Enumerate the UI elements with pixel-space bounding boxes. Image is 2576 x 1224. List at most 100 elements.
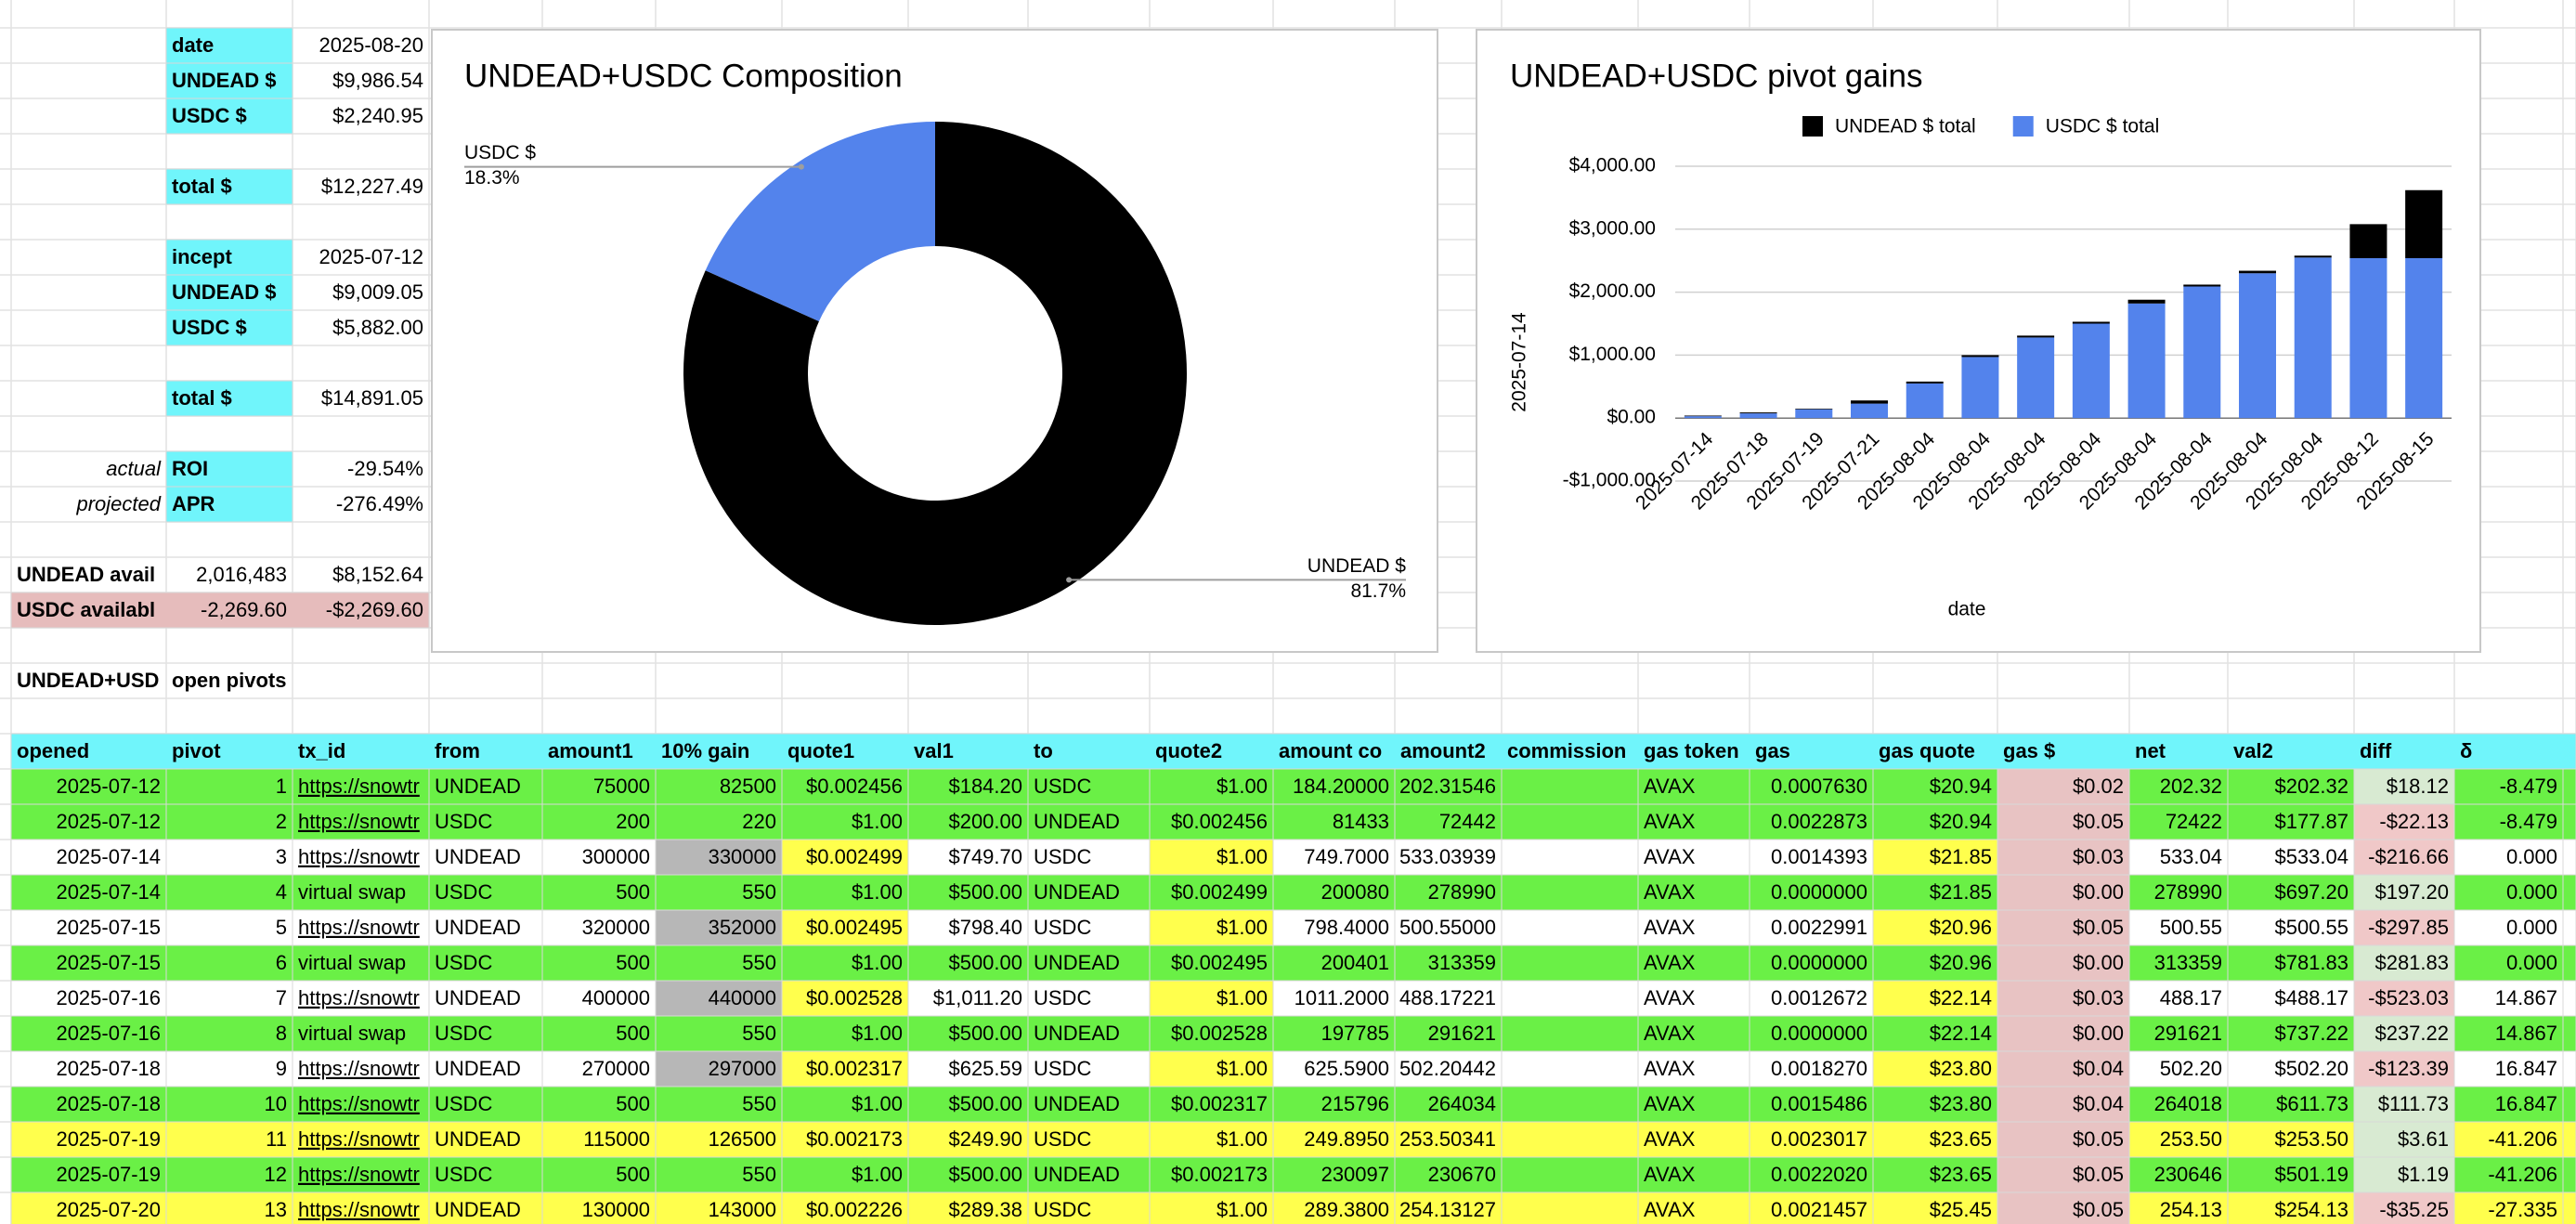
cell-fill bbox=[1749, 1156, 1874, 1193]
cell-text: AVAX bbox=[1644, 810, 1696, 833]
cell-fill bbox=[1501, 1015, 1639, 1052]
cell-text: 330000 bbox=[709, 845, 776, 868]
cell-text: $0.00 bbox=[2073, 880, 2124, 904]
cell-text: 2025-07-16 bbox=[56, 1022, 161, 1045]
tx-link[interactable]: https://snowtr bbox=[298, 1198, 420, 1221]
cell-text: $500.00 bbox=[948, 951, 1022, 974]
cell-text: 289.3800 bbox=[1304, 1198, 1389, 1221]
cell-text: 500 bbox=[616, 1163, 650, 1186]
cell-text: -276.49% bbox=[336, 492, 423, 515]
cell-text: $202.32 bbox=[2274, 775, 2348, 798]
cell-fill bbox=[2227, 1015, 2355, 1052]
cell-text: $0.002456 bbox=[806, 775, 903, 798]
cell-fill bbox=[1394, 874, 1503, 911]
cell-fill bbox=[1872, 1191, 1998, 1224]
cell-text: 200 bbox=[616, 810, 650, 833]
cell-text: $502.20 bbox=[2274, 1057, 2348, 1080]
label-cell bbox=[165, 380, 293, 417]
cell-text: $0.002499 bbox=[1171, 880, 1268, 904]
tx-link[interactable]: https://snowtr bbox=[298, 1163, 420, 1186]
y-tick-label: $4,000.00 bbox=[1569, 155, 1656, 176]
cell-fill bbox=[1027, 1015, 1151, 1052]
cell-text: APR bbox=[172, 492, 215, 515]
cell-text: 14.867 bbox=[2495, 1022, 2557, 1045]
cell-fill bbox=[292, 1086, 430, 1123]
cell-fill bbox=[292, 1015, 430, 1052]
cell-text: quote2 bbox=[1155, 739, 1222, 762]
cell-fill bbox=[2128, 768, 2229, 805]
header-fill bbox=[10, 733, 2576, 770]
bar-segment bbox=[2127, 299, 2166, 304]
cell-text: USDC bbox=[435, 810, 492, 833]
cell-text: 2025-07-19 bbox=[56, 1127, 161, 1151]
cell-text: -$2,269.60 bbox=[326, 598, 423, 621]
cell-fill bbox=[781, 944, 909, 982]
tx-link[interactable]: https://snowtr bbox=[298, 986, 420, 1009]
cell-text: 278990 bbox=[1428, 880, 1496, 904]
cell-text: -41.206 bbox=[2488, 1163, 2557, 1186]
cell-fill bbox=[2353, 839, 2455, 876]
label-cell bbox=[165, 62, 293, 99]
cell-text: 8 bbox=[276, 1022, 287, 1045]
tx-link[interactable]: https://snowtr bbox=[298, 1057, 420, 1080]
cell-text: 550 bbox=[742, 1092, 776, 1115]
cell-fill bbox=[10, 909, 167, 946]
cell-fill bbox=[1501, 944, 1639, 982]
cell-text: total $ bbox=[172, 386, 232, 410]
cell-text: virtual swap bbox=[298, 951, 406, 974]
tx-link[interactable]: https://snowtr bbox=[298, 916, 420, 939]
bar-segment bbox=[1739, 412, 1777, 414]
cell-text: from bbox=[435, 739, 480, 762]
cell-fill bbox=[1997, 944, 2130, 982]
cell-text: $0.002226 bbox=[806, 1198, 903, 1221]
cell-fill bbox=[655, 1050, 783, 1087]
cell-text: $0.04 bbox=[2073, 1092, 2124, 1115]
cell-text: 197785 bbox=[1321, 1022, 1389, 1045]
cell-text: $500.00 bbox=[948, 1163, 1022, 1186]
cell-text: pivot bbox=[172, 739, 221, 762]
cell-fill bbox=[1149, 1050, 1274, 1087]
cell-text: 0.0022020 bbox=[1771, 1163, 1867, 1186]
cell-text: 16.847 bbox=[2495, 1057, 2557, 1080]
cell-text: $20.94 bbox=[1930, 775, 1992, 798]
tx-link[interactable]: https://snowtr bbox=[298, 845, 420, 868]
cell-text: 0.000 bbox=[2506, 951, 2557, 974]
y-tick-label: $3,000.00 bbox=[1569, 217, 1656, 239]
cell-fill bbox=[1997, 768, 2130, 805]
tx-link[interactable]: https://snowtr bbox=[298, 1127, 420, 1151]
cell-text: 72442 bbox=[1439, 810, 1496, 833]
cell-fill bbox=[10, 944, 167, 982]
cell-text: 0.0015486 bbox=[1771, 1092, 1867, 1115]
cell-text: $111.73 bbox=[2378, 1092, 2449, 1115]
cell-fill bbox=[541, 944, 657, 982]
cell-text: $1.19 bbox=[2398, 1163, 2449, 1186]
cell-text: UNDEAD bbox=[1034, 1092, 1120, 1115]
cell-fill bbox=[1637, 909, 1750, 946]
cell-fill bbox=[1394, 1191, 1503, 1224]
tx-link[interactable]: https://snowtr bbox=[298, 810, 420, 833]
cell-fill bbox=[1749, 874, 1874, 911]
bar-segment bbox=[2072, 323, 2110, 419]
tx-link[interactable]: https://snowtr bbox=[298, 1092, 420, 1115]
cell-fill bbox=[165, 980, 293, 1017]
bar-segment bbox=[2127, 303, 2166, 419]
cell-text: 72422 bbox=[2166, 810, 2222, 833]
cell-text: 4 bbox=[276, 880, 287, 904]
cell-fill bbox=[2562, 1156, 2576, 1193]
cell-text: UNDEAD bbox=[1034, 1163, 1120, 1186]
cell-text: gas $ bbox=[2003, 739, 2055, 762]
cell-fill bbox=[1394, 768, 1503, 805]
cell-fill bbox=[781, 768, 909, 805]
cell-text: 5 bbox=[276, 916, 287, 939]
cell-text: amount co bbox=[1279, 739, 1382, 762]
tx-link[interactable]: https://snowtr bbox=[298, 775, 420, 798]
cell-text: 270000 bbox=[582, 1057, 650, 1080]
cell-text: 488.17 bbox=[2160, 986, 2222, 1009]
cell-text: 230646 bbox=[2154, 1163, 2222, 1186]
cell-text: 2025-07-12 bbox=[56, 810, 161, 833]
cell-text: USDC bbox=[435, 1092, 492, 1115]
legend-label: USDC $ total bbox=[2046, 116, 2160, 137]
cell-fill bbox=[1272, 1191, 1396, 1224]
cell-text: $0.04 bbox=[2073, 1057, 2124, 1080]
